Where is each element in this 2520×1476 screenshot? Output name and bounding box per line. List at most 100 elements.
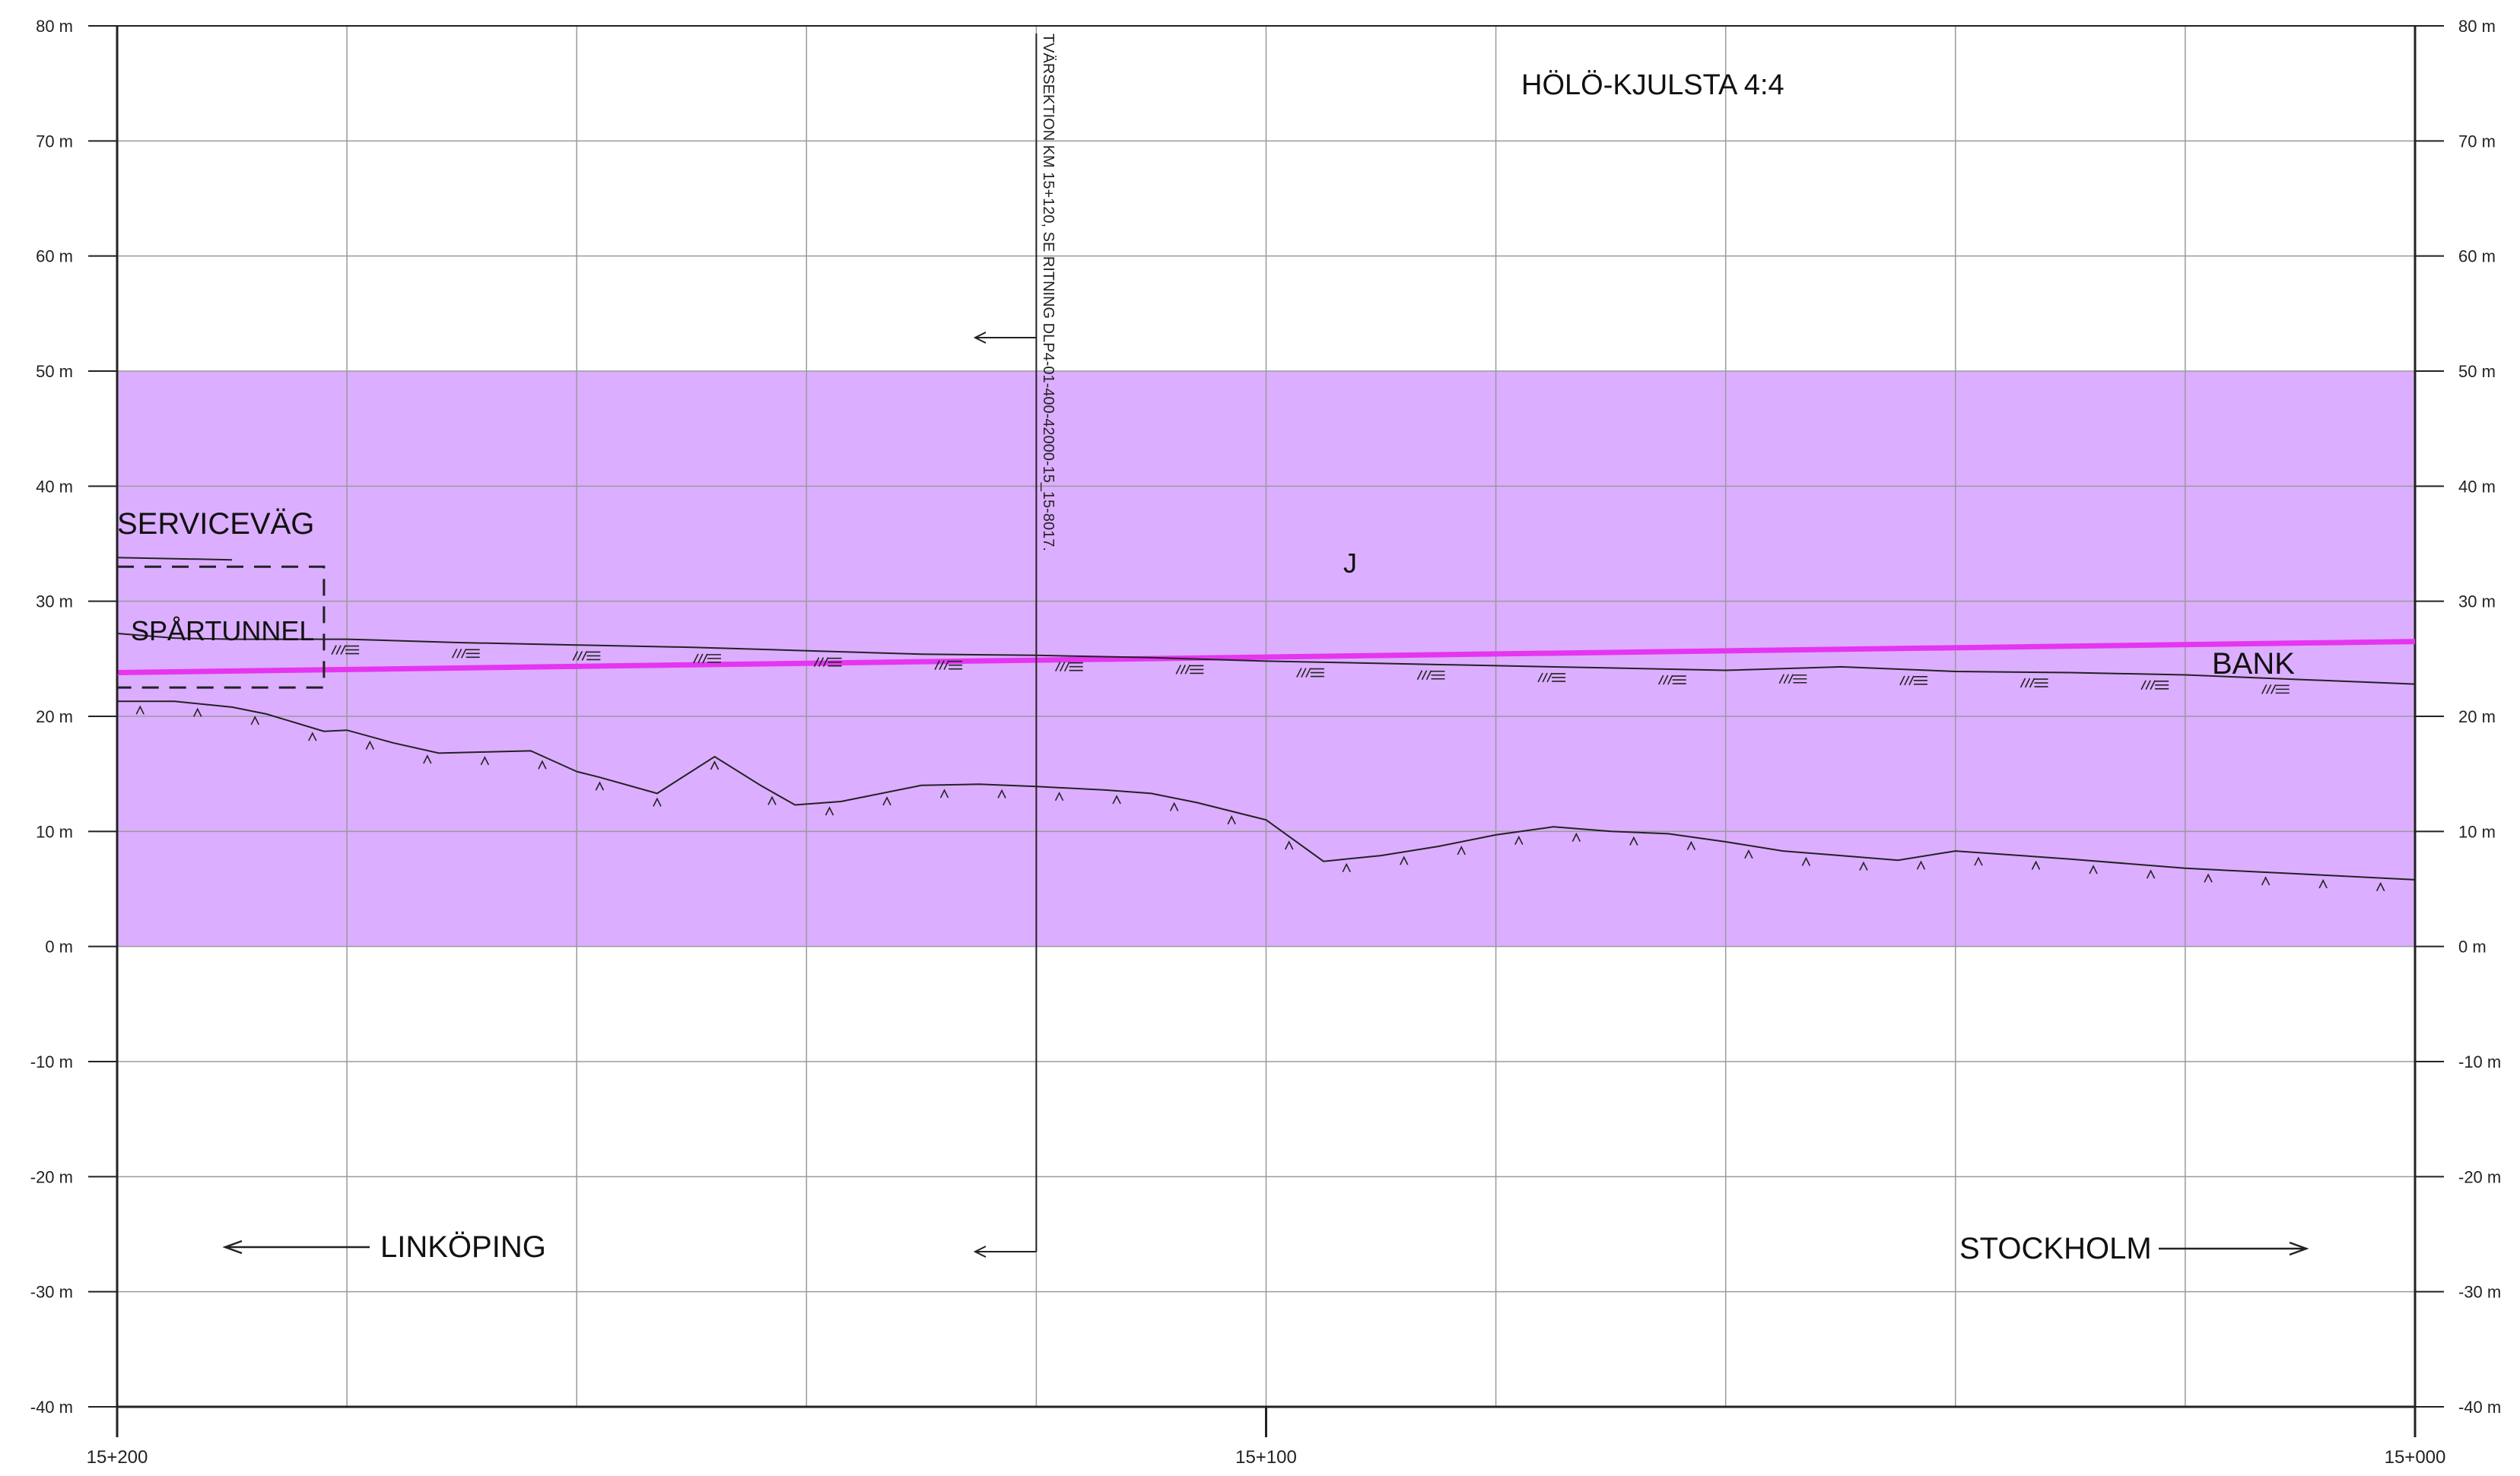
- fill-symbol-stroke: [1421, 670, 1428, 681]
- rock-symbol: [1514, 835, 1524, 845]
- rock-symbol: [2031, 860, 2041, 870]
- fill-symbol-stroke: [340, 645, 346, 655]
- elevation-label: 0 m: [2458, 938, 2487, 957]
- label-bank: BANK: [2212, 647, 2295, 681]
- fill-symbol-stroke: [813, 657, 820, 668]
- elevation-label: 30 m: [2458, 592, 2496, 611]
- chainage-label: 15+100: [1235, 1447, 1297, 1468]
- fill-symbol-stroke: [1063, 662, 1070, 672]
- label-j: J: [1343, 548, 1357, 579]
- fill-symbol: [2019, 678, 2048, 688]
- chainage-scale: 15+200 15+100 15+000: [87, 1407, 2445, 1468]
- fill-symbol-stroke: [943, 660, 949, 671]
- arrow-stockholm-head: [2289, 1241, 2309, 1256]
- rock-symbol: [997, 789, 1006, 798]
- fill-symbol: [693, 653, 721, 664]
- rock-symbol: [1571, 832, 1581, 843]
- elevation-scale-right: 80 m 70 m 60 m 50 m 40 m 30 m 20 m 10 m 0 m -10 m…: [2415, 17, 2501, 1417]
- rock-symbol: [1284, 840, 1294, 850]
- elevation-label: -40 m: [2458, 1398, 2501, 1417]
- rock-symbol: [308, 732, 317, 741]
- fill-symbol: [934, 660, 963, 671]
- rock-symbol: [2204, 873, 2213, 883]
- fill-symbol: [1175, 665, 1204, 675]
- fill-symbol-stroke: [335, 645, 342, 655]
- rock-symbol: [1744, 849, 1753, 859]
- fill-symbol-stroke: [2145, 680, 2151, 690]
- fill-symbol-stroke: [2029, 678, 2035, 688]
- fill-symbol-stroke: [2024, 678, 2031, 688]
- elevation-label: -30 m: [2458, 1283, 2501, 1302]
- elevation-label: 50 m: [36, 362, 73, 381]
- rock-symbol: [1974, 856, 1983, 866]
- fill-symbol-stroke: [934, 660, 940, 671]
- elevation-scale-left: 80 m 70 m 60 m 50 m 40 m 30 m 20 m 10 m 0 m -10 m…: [30, 17, 117, 1417]
- fill-symbol-stroke: [818, 657, 825, 668]
- fill-symbol: [1054, 662, 1083, 672]
- fill-symbol: [1899, 675, 1927, 686]
- fill-symbol-stroke: [939, 660, 945, 671]
- fill-symbol-stroke: [2266, 684, 2272, 694]
- fill-symbol: [572, 651, 601, 661]
- rock-symbol: [1916, 860, 1926, 870]
- fill-symbol-stroke: [2019, 678, 2026, 688]
- fill-symbol-stroke: [331, 645, 337, 655]
- fill-symbol-stroke: [1783, 674, 1790, 684]
- elevation-label: 30 m: [36, 592, 73, 611]
- elevation-label: 80 m: [36, 17, 73, 36]
- rock-symbol: [250, 716, 259, 725]
- elevation-label: -10 m: [30, 1052, 73, 1071]
- elevation-label: 10 m: [2458, 822, 2496, 841]
- fill-symbol-stroke: [2140, 680, 2147, 690]
- fill-symbol: [1658, 675, 1686, 685]
- profile-line-bedrock-surface: [117, 700, 2416, 881]
- rock-symbol: [1457, 846, 1467, 855]
- fill-symbol-stroke: [2150, 680, 2156, 690]
- fill-symbol-stroke: [1059, 662, 1066, 672]
- fill-symbol-stroke: [1546, 672, 1552, 683]
- rock-symbol: [1859, 861, 1868, 871]
- rock-symbol: [653, 797, 662, 807]
- section-note: TVÄRSEKTION KM 15+120, SE RITNING DLP4-0…: [1040, 33, 1057, 551]
- fill-symbol-stroke: [460, 648, 467, 659]
- elevation-label: -20 m: [30, 1167, 73, 1186]
- rock-symbol: [365, 740, 375, 750]
- rock-symbol: [1169, 801, 1179, 811]
- rock-symbol: [1054, 792, 1064, 801]
- fill-symbol-stroke: [1899, 675, 1905, 686]
- fill-symbol-stroke: [698, 653, 704, 664]
- fill-symbol-stroke: [456, 648, 462, 659]
- arrow-linkoping-head: [222, 1240, 243, 1255]
- rock-symbol: [939, 789, 949, 798]
- fill-symbol-stroke: [451, 648, 458, 659]
- elevation-label: 80 m: [2458, 17, 2496, 36]
- elevation-label: -40 m: [30, 1398, 73, 1417]
- elevation-label: 20 m: [2458, 707, 2496, 726]
- rock-symbol: [710, 760, 720, 770]
- rock-symbol: [767, 795, 777, 805]
- fill-symbol-stroke: [822, 657, 829, 668]
- fill-symbol-stroke: [1054, 662, 1061, 672]
- fill-symbol-stroke: [2261, 684, 2267, 694]
- fill-symbol-stroke: [1416, 670, 1423, 681]
- fill-symbol: [1296, 668, 1324, 678]
- elevation-label: 70 m: [2458, 132, 2496, 151]
- fill-symbol-stroke: [1180, 665, 1187, 675]
- elevation-label: 0 m: [45, 938, 73, 957]
- fill-symbol-stroke: [1788, 674, 1794, 684]
- fill-symbol-stroke: [1904, 675, 1910, 686]
- fill-symbol-stroke: [1425, 670, 1432, 681]
- soil-symbols: [135, 645, 2385, 891]
- profile-line-serviceväg: [116, 557, 233, 561]
- annotations: HÖLÖ-KJULSTA 4:4 SERVICEVÄG SPÅRTUNNEL B…: [117, 33, 2295, 1265]
- fill-symbol-stroke: [1663, 675, 1669, 685]
- elevation-label: 40 m: [36, 477, 73, 496]
- rock-symbol: [882, 796, 891, 806]
- fill-symbol-stroke: [1296, 668, 1302, 678]
- profile-line-ground-surface: [116, 633, 2416, 685]
- rock-symbol: [825, 806, 834, 816]
- fill-symbol-stroke: [702, 653, 708, 664]
- fill-symbol-stroke: [1542, 672, 1548, 683]
- fill-symbol-stroke: [1537, 672, 1543, 683]
